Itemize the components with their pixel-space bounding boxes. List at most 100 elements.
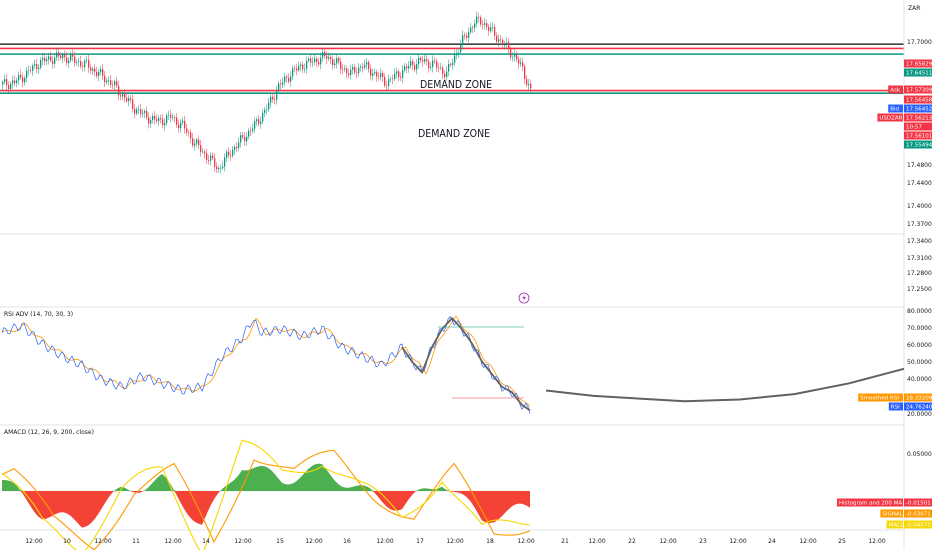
candle-body (6, 79, 8, 86)
time-axis[interactable]: 12:00 10 12:00 11 12:00 14 12:00 15 12:00 16 12:00… (25, 538, 885, 545)
candle-body (424, 59, 426, 62)
candle-body (430, 67, 432, 68)
candle-body (14, 80, 16, 84)
candle-body (168, 114, 170, 116)
candle-body (488, 26, 490, 31)
candle-body (156, 119, 158, 122)
price-tag-bg (904, 85, 932, 94)
candle-body (420, 57, 422, 61)
candle-body (236, 146, 238, 148)
candle-body (312, 61, 314, 63)
candle-body (370, 69, 372, 76)
candle-body (360, 66, 362, 68)
price-tag-label-bg (888, 85, 903, 94)
candle-body (20, 74, 22, 78)
price-tag-bg (904, 122, 932, 131)
candle-body (180, 122, 182, 129)
candle-body (190, 132, 192, 139)
macd-line (1, 439, 531, 550)
candle-body (364, 64, 366, 68)
candle-body (138, 109, 140, 110)
macd-pane[interactable]: AMACD (12, 26, 9, 200, close) (0, 429, 531, 550)
candle-body (356, 72, 358, 74)
candle-body (384, 76, 386, 86)
candle-body (202, 151, 204, 153)
candle-body (188, 132, 190, 134)
candle-body (484, 23, 486, 25)
candle-body (468, 32, 470, 38)
macd-axis-ticks: 0.05000 (907, 451, 932, 458)
candle-body (32, 65, 34, 71)
candle-body (436, 61, 438, 68)
price-tick-label: 17.34000 (907, 238, 932, 245)
rsi-pane-label: RSI ADV (14, 70, 30, 3) (4, 311, 73, 318)
candle-body (88, 59, 90, 68)
candle-body (394, 73, 396, 80)
price-axis[interactable]: ZAR 17.70000 17.48000 17.44000 17.40000 17.3… (877, 5, 932, 293)
candle-body (150, 120, 152, 124)
candle-body (322, 52, 324, 58)
horizontal-levels (0, 43, 904, 94)
time-axis-label: 16 (343, 538, 351, 545)
candle-body (162, 119, 164, 126)
candle-body (98, 72, 100, 76)
candle-body (148, 117, 150, 124)
time-axis-label: 21 (561, 538, 569, 545)
candle-body (46, 59, 48, 62)
price-tick-label: 17.31000 (907, 255, 932, 262)
candle-body (412, 61, 414, 66)
macd-tag-label: Histogram and 200 MA (839, 501, 902, 507)
rsi-axis[interactable]: 80.00000 70.00000 60.00000 50.00000 40.00000… (858, 308, 932, 418)
candle-body (244, 136, 246, 142)
candle-body (22, 77, 24, 83)
macd-axis[interactable]: 0.05000 Histogram and 200 MA -0.01501SIGN… (837, 451, 932, 529)
candle-body (28, 70, 30, 72)
candle-body (70, 54, 72, 61)
candle-body (228, 151, 230, 156)
price-tag-value: 17.56458 (906, 98, 932, 104)
candle-body (158, 118, 160, 122)
time-axis-label: 12:00 (868, 538, 885, 545)
candle-body (66, 57, 68, 63)
time-axis-label: 12:00 (729, 538, 746, 545)
candle-body (286, 76, 288, 78)
candle-body (288, 77, 290, 82)
candle-body (50, 56, 52, 61)
candle-body (74, 56, 76, 63)
candle-body (346, 68, 348, 74)
price-tick-label: 17.40000 (907, 203, 932, 210)
candle-body (270, 96, 272, 103)
price-tag-bg (904, 113, 932, 122)
candle-body (472, 27, 474, 29)
candle-body (462, 35, 464, 45)
candle-body (262, 112, 264, 122)
candle-body (152, 115, 154, 121)
candle-body (80, 61, 82, 67)
candle-body (366, 62, 368, 65)
candle-body (514, 54, 516, 57)
rsi-pane[interactable]: RSI ADV (14, 70, 30, 3) (1, 311, 905, 414)
candle-body (406, 66, 408, 69)
candle-body (182, 120, 184, 123)
time-axis-label: 10 (63, 538, 71, 545)
candle-body (118, 85, 120, 96)
candle-body (530, 83, 532, 89)
candle-body (454, 55, 456, 63)
candle-body (8, 85, 10, 89)
candle-body (130, 98, 132, 100)
time-axis-label: 18 (486, 538, 494, 545)
price-pane[interactable]: DEMAND ZONE DEMAND ZONE (0, 0, 904, 234)
candle-body (72, 54, 74, 57)
price-tag-value: 17.56452 (906, 107, 932, 113)
rsi-tick-label: 60.00000 (907, 342, 932, 349)
time-axis-label: 23 (699, 538, 707, 545)
candle-body (2, 81, 4, 85)
candle-body (140, 109, 142, 114)
candle-body (490, 27, 492, 31)
candle-body (40, 59, 42, 68)
candle-body (84, 60, 86, 68)
lightning-icon[interactable] (518, 292, 530, 304)
time-axis-label: 12:00 (164, 538, 181, 545)
candle-body (518, 59, 520, 64)
